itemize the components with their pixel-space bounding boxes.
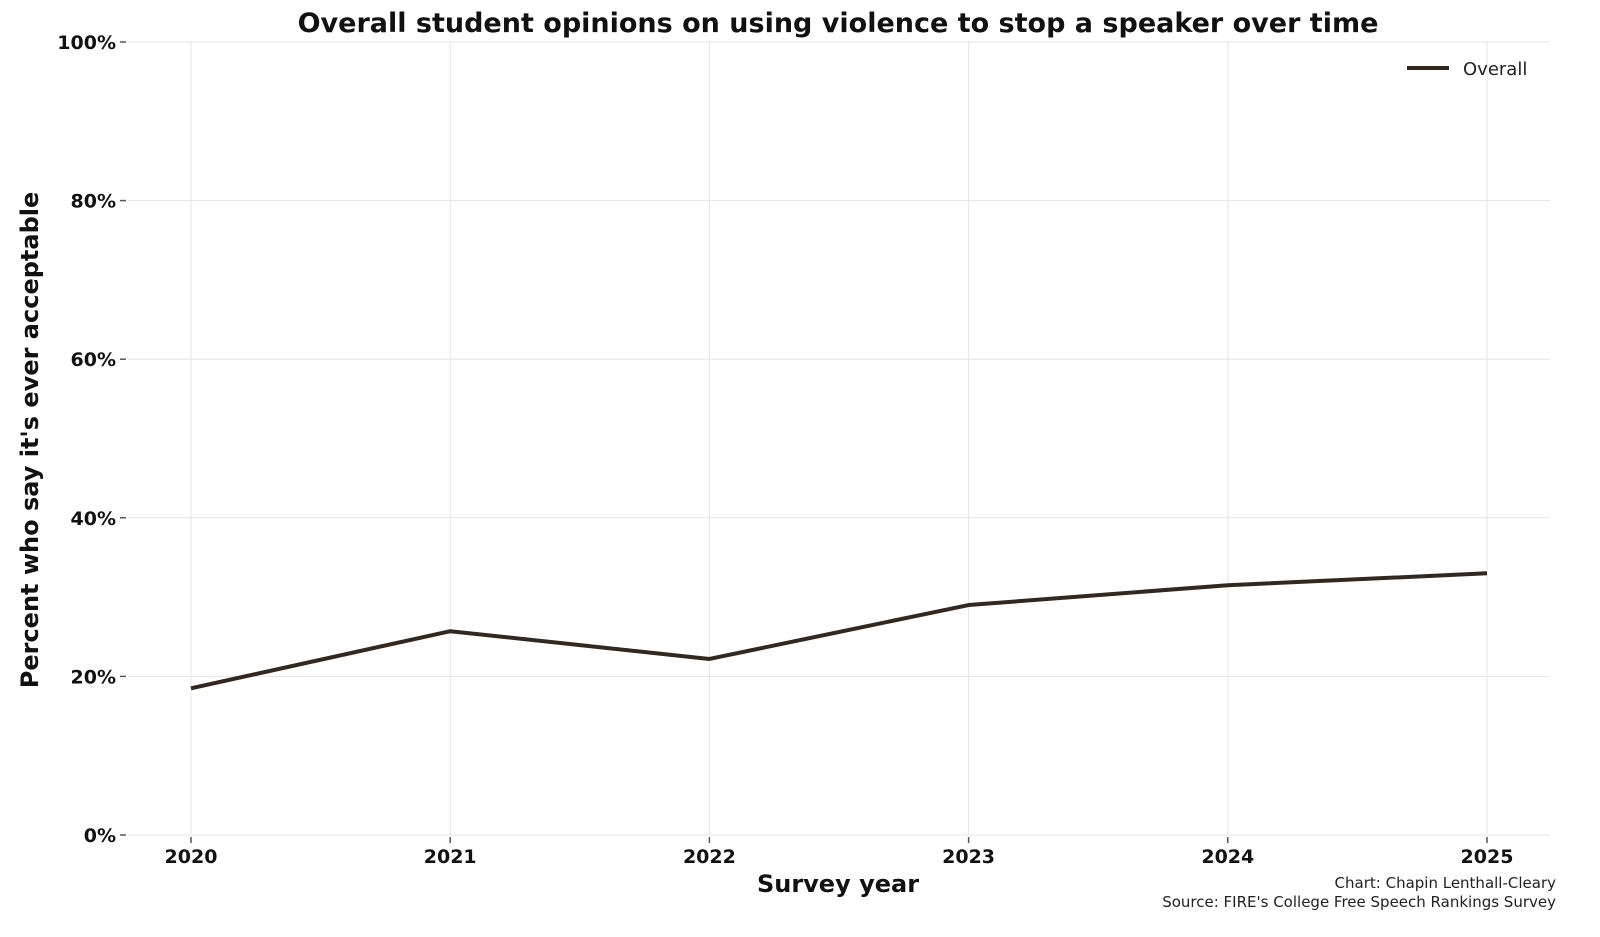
source-credit: Source: FIRE's College Free Speech Ranki… bbox=[1162, 893, 1556, 911]
x-tick-label: 2025 bbox=[1461, 846, 1514, 868]
y-tick-label: 100% bbox=[57, 32, 116, 54]
x-tick-label: 2021 bbox=[424, 846, 477, 868]
x-tick-label: 2023 bbox=[942, 846, 995, 868]
axis-ticks: 0% 20% 40% 60% 80% 100% 2020 2021 2022 2023 2024 20… bbox=[57, 32, 1513, 868]
y-tick-label: 20% bbox=[71, 666, 116, 688]
y-tick-label: 0% bbox=[84, 825, 116, 847]
series-line-overall bbox=[190, 571, 1488, 691]
x-tick-label: 2020 bbox=[165, 846, 218, 868]
y-axis-label: Percent who say it's ever acceptable bbox=[16, 192, 44, 689]
y-tick-label: 80% bbox=[71, 191, 116, 213]
x-tick-label: 2022 bbox=[683, 846, 736, 868]
chart-title: Overall student opinions on using violen… bbox=[298, 8, 1379, 39]
y-tick-label: 60% bbox=[71, 349, 116, 371]
grid bbox=[128, 41, 1550, 836]
legend-label-overall: Overall bbox=[1463, 59, 1527, 80]
legend: Overall bbox=[1407, 59, 1527, 80]
series-layer bbox=[190, 571, 1488, 691]
chart-credit: Chart: Chapin Lenthall-Cleary bbox=[1335, 874, 1557, 892]
x-axis-label: Survey year bbox=[757, 870, 919, 898]
x-tick-label: 2024 bbox=[1201, 846, 1254, 868]
y-tick-label: 40% bbox=[71, 508, 116, 530]
